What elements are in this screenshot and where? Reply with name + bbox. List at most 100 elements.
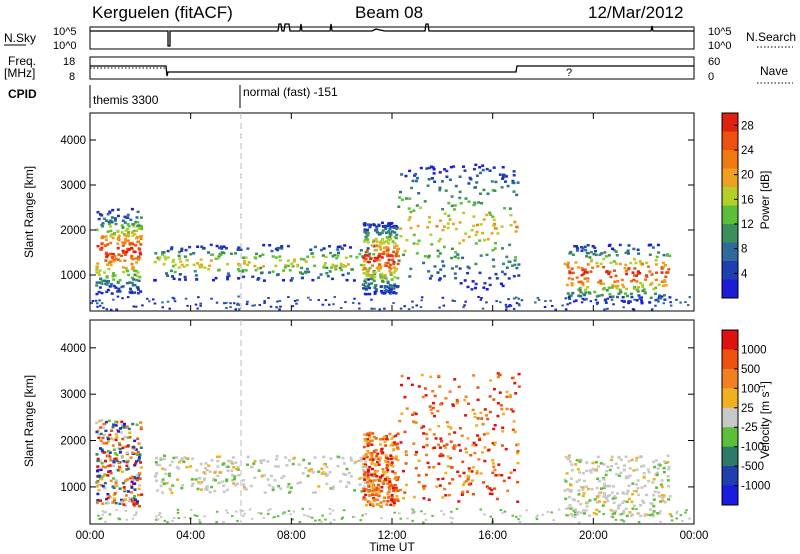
echo-cell — [126, 269, 129, 273]
echo-cell — [380, 256, 384, 259]
ground-scatter-cell — [276, 515, 280, 518]
echo-cell — [374, 488, 378, 492]
echo-cell — [602, 463, 606, 466]
echo-cell — [379, 290, 383, 293]
ground-scatter-cell — [353, 515, 356, 518]
ground-scatter-cell — [333, 518, 336, 521]
echo-cell — [389, 273, 393, 276]
echo-cell — [122, 426, 126, 429]
echo-cell — [132, 229, 136, 233]
echo-cell — [374, 229, 377, 232]
echo-cell — [499, 282, 503, 285]
ground-scatter-cell — [566, 303, 569, 306]
echo-cell — [627, 244, 631, 247]
echo-cell — [407, 376, 410, 380]
echo-cell — [391, 444, 395, 447]
echo-cell — [619, 458, 623, 461]
ground-scatter-cell — [501, 511, 504, 514]
ground-scatter-cell — [419, 306, 423, 309]
echo-cell — [286, 259, 290, 262]
echo-cell — [390, 230, 394, 233]
echo-cell — [217, 257, 221, 260]
ground-scatter-cell — [112, 298, 115, 301]
echo-cell — [641, 499, 645, 503]
echo-cell — [361, 283, 365, 286]
ground-scatter-cell — [156, 518, 160, 521]
echo-cell — [253, 476, 257, 479]
echo-cell — [363, 481, 367, 484]
echo-cell — [324, 255, 328, 259]
echo-cell — [129, 456, 133, 459]
echo-cell — [404, 174, 408, 178]
echo-cell — [122, 498, 126, 502]
echo-cell — [474, 282, 478, 286]
echo-cell — [514, 230, 518, 233]
echo-cell — [504, 180, 507, 183]
ground-scatter-cell — [155, 518, 158, 521]
ground-scatter-cell — [172, 297, 176, 300]
ground-scatter-cell — [688, 517, 691, 520]
echo-cell — [123, 215, 127, 219]
echo-cell — [213, 471, 217, 474]
echo-cell — [438, 454, 442, 458]
ground-scatter-cell — [370, 298, 373, 301]
echo-cell — [300, 266, 304, 270]
echo-cell — [391, 441, 395, 445]
echo-cell — [616, 507, 620, 510]
echo-cell — [395, 233, 399, 237]
echo-cell — [132, 476, 136, 479]
echo-cell — [353, 461, 357, 465]
ground-scatter-cell — [215, 301, 219, 304]
echo-cell — [645, 493, 649, 497]
echo-cell — [627, 459, 631, 463]
echo-cell — [112, 423, 116, 426]
ground-scatter-cell — [155, 515, 158, 518]
echo-cell — [117, 234, 121, 238]
echo-cell — [140, 493, 144, 496]
echo-cell — [109, 219, 113, 223]
echo-cell — [455, 402, 459, 405]
echo-cell — [585, 251, 589, 255]
echo-cell — [583, 512, 586, 515]
echo-cell — [470, 288, 474, 291]
echo-cell — [378, 456, 382, 459]
echo-cell — [452, 165, 456, 168]
echo-cell — [617, 456, 621, 459]
echo-cell — [100, 441, 104, 444]
echo-cell — [183, 275, 187, 279]
ground-scatter-cell — [101, 513, 104, 516]
echo-cell — [100, 475, 104, 478]
echo-cell — [133, 439, 137, 443]
echo-cell — [437, 443, 440, 447]
echo-cell — [362, 222, 366, 226]
echo-cell — [124, 504, 127, 508]
echo-cell — [189, 465, 192, 468]
echo-cell — [506, 184, 510, 188]
echo-cell — [383, 286, 387, 289]
echo-cell — [363, 433, 367, 436]
echo-cell — [365, 465, 369, 469]
echo-cell — [485, 167, 489, 171]
echo-cell — [363, 267, 367, 270]
ground-scatter-cell — [670, 515, 673, 518]
echo-cell — [117, 287, 121, 291]
echo-cell — [581, 486, 585, 490]
echo-cell — [468, 469, 471, 473]
echo-cell — [363, 475, 367, 478]
echo-cell — [388, 232, 392, 235]
freq-label-line2: [MHz] — [4, 66, 35, 80]
echo-cell — [631, 493, 635, 496]
echo-cell — [112, 272, 116, 275]
echo-cell — [620, 278, 624, 282]
echo-cell — [461, 256, 465, 260]
echo-cell — [618, 503, 622, 507]
ground-scatter-cell — [198, 521, 202, 524]
echo-cell — [362, 489, 366, 493]
ground-scatter-cell — [679, 514, 683, 517]
echo-cell — [662, 470, 666, 474]
echo-cell — [120, 285, 124, 289]
freq-label-line1: Freq. — [8, 54, 36, 68]
ground-scatter-cell — [246, 300, 249, 303]
echo-cell — [220, 247, 224, 250]
ground-scatter-cell — [420, 510, 423, 513]
